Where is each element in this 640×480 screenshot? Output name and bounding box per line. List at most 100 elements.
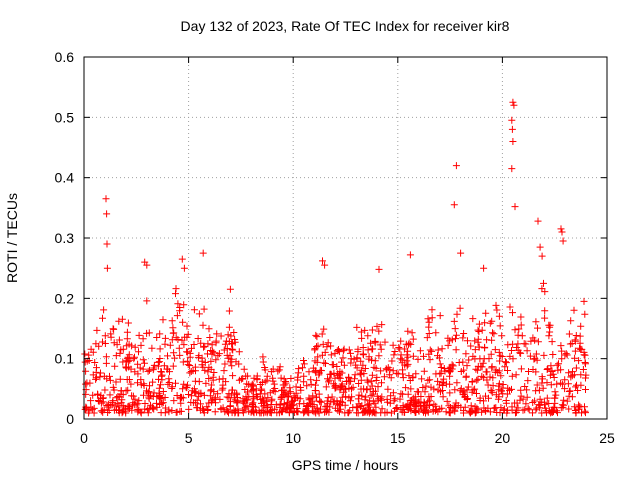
data-point: [565, 392, 573, 400]
data-point: [157, 381, 164, 389]
data-point: [546, 328, 554, 336]
data-point: [258, 395, 266, 403]
data-point: [436, 405, 444, 413]
data-point: [157, 409, 165, 417]
data-point: [510, 101, 518, 109]
data-point: [355, 391, 363, 399]
data-point: [122, 364, 130, 372]
data-point: [257, 409, 265, 417]
data-point: [223, 351, 231, 359]
data-point: [412, 408, 420, 416]
data-point: [559, 380, 567, 388]
data-point: [320, 359, 328, 367]
data-point: [263, 404, 271, 411]
data-point: [314, 353, 322, 361]
data-point: [548, 368, 556, 375]
data-point: [269, 365, 277, 373]
data-point: [403, 403, 411, 411]
data-point: [550, 374, 558, 381]
data-point: [577, 345, 585, 353]
data-point: [432, 329, 440, 337]
data-point: [486, 408, 494, 416]
data-point: [517, 365, 525, 373]
data-point: [292, 389, 300, 397]
data-point: [545, 400, 553, 407]
data-point: [317, 405, 324, 413]
data-point: [168, 336, 176, 344]
data-point: [446, 409, 454, 417]
data-point: [375, 265, 383, 273]
data-point: [434, 346, 442, 354]
data-point: [353, 354, 361, 362]
data-point: [351, 375, 358, 383]
data-point: [511, 399, 519, 407]
data-point: [397, 337, 405, 345]
data-point: [394, 370, 402, 378]
data-point: [286, 388, 294, 396]
data-point: [532, 387, 540, 395]
data-point: [319, 257, 326, 265]
data-point: [490, 330, 498, 338]
data-point: [425, 350, 433, 358]
data-point: [209, 373, 217, 381]
data-point: [175, 344, 183, 352]
data-point: [186, 362, 194, 369]
data-point: [145, 388, 153, 396]
data-point: [179, 318, 187, 326]
data-point: [426, 346, 434, 354]
data-point: [183, 384, 191, 392]
data-point: [217, 332, 225, 340]
data-point: [431, 407, 439, 415]
data-point: [281, 381, 289, 389]
data-point: [81, 405, 89, 413]
data-point: [123, 335, 131, 343]
data-point: [559, 403, 567, 411]
data-point: [545, 332, 553, 340]
data-point: [467, 402, 475, 410]
data-point: [134, 379, 141, 387]
data-point: [472, 406, 480, 414]
data-point: [353, 409, 361, 417]
data-point: [419, 384, 427, 391]
data-point: [209, 347, 217, 355]
data-point: [579, 366, 587, 373]
data-point: [389, 341, 397, 349]
data-point: [334, 407, 342, 414]
data-point: [189, 367, 197, 375]
data-point: [437, 388, 444, 396]
data-point: [164, 380, 172, 388]
data-point: [156, 391, 163, 399]
data-point: [235, 348, 243, 356]
data-point: [444, 334, 452, 342]
data-point: [501, 363, 509, 371]
data-point: [524, 377, 532, 385]
data-point: [359, 361, 367, 369]
data-point: [322, 407, 330, 415]
data-point: [509, 309, 516, 317]
data-point: [161, 340, 169, 348]
data-point: [472, 365, 480, 373]
data-point: [226, 285, 234, 293]
data-point: [399, 366, 406, 374]
data-point: [99, 314, 106, 322]
data-point: [312, 408, 320, 416]
data-point: [141, 359, 148, 367]
data-point: [504, 367, 511, 374]
data-point: [388, 357, 396, 365]
data-point: [404, 327, 412, 335]
data-point: [452, 331, 460, 339]
data-point: [452, 335, 459, 343]
data-point: [393, 369, 401, 377]
data-point: [426, 402, 434, 409]
data-point: [220, 367, 228, 375]
data-point: [173, 312, 181, 320]
data-point: [529, 334, 537, 342]
data-point: [324, 400, 331, 408]
data-point: [228, 340, 236, 348]
data-point: [464, 383, 472, 391]
data-point: [103, 375, 111, 383]
data-point: [303, 402, 311, 410]
data-point: [325, 378, 332, 386]
data-point: [416, 347, 424, 355]
data-point: [508, 347, 515, 354]
